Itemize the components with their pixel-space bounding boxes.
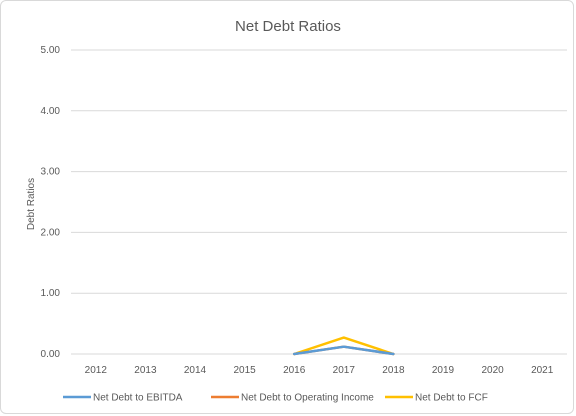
legend: Net Debt to EBITDA Net Debt to Operating …	[63, 393, 488, 404]
y-tick-label: 3.00	[41, 167, 61, 178]
x-tick-label: 2017	[333, 365, 356, 376]
y-tick-label: 2.00	[41, 227, 61, 238]
gridlines	[71, 49, 567, 355]
x-tick-label: 2018	[382, 365, 405, 376]
series-lines	[292, 336, 395, 356]
chart-title: Net Debt Ratios	[235, 18, 341, 35]
x-tick-label: 2019	[432, 365, 455, 376]
y-tick-label: 5.00	[41, 45, 61, 56]
series-line-2	[292, 336, 395, 356]
x-tick-label: 2014	[184, 365, 207, 376]
legend-item: Net Debt to Operating Income	[211, 393, 374, 404]
x-tick-label: 2020	[481, 365, 504, 376]
y-axis-title: Debt Ratios	[26, 178, 37, 230]
x-tick-label: 2015	[233, 365, 256, 376]
series-line-0	[292, 345, 395, 356]
y-tick-label: 1.00	[41, 288, 61, 299]
x-tick-label: 2013	[134, 365, 157, 376]
x-tick-label: 2016	[283, 365, 306, 376]
legend-label: Net Debt to EBITDA	[93, 393, 183, 404]
x-tick-label: 2021	[531, 365, 554, 376]
legend-label: Net Debt to Operating Income	[241, 393, 374, 404]
y-axis-ticks: 0.00 1.00 2.00 3.00 4.00 5.00	[41, 45, 61, 360]
x-tick-label: 2012	[85, 365, 108, 376]
y-tick-label: 4.00	[41, 106, 61, 117]
y-tick-label: 0.00	[41, 349, 61, 360]
legend-label: Net Debt to FCF	[415, 393, 488, 404]
legend-item: Net Debt to EBITDA	[63, 393, 183, 404]
x-axis-ticks: 2012 2013 2014 2015 2016 2017 2018 2019 2020 2021	[85, 365, 554, 376]
legend-item: Net Debt to FCF	[385, 393, 488, 404]
